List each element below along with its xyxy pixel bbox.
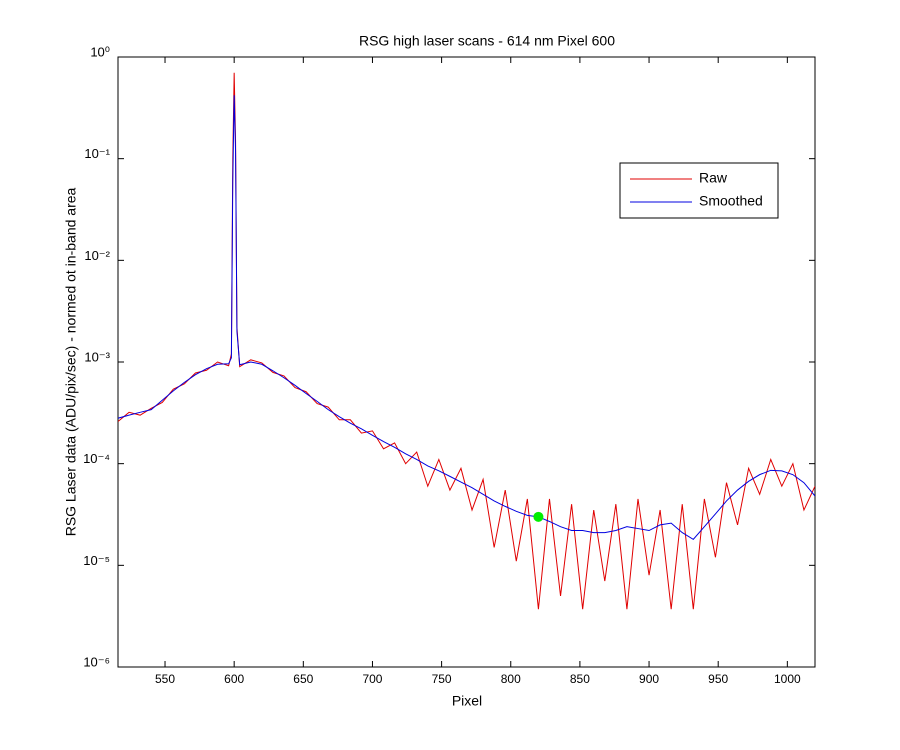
- x-tick-label: 700: [362, 672, 382, 686]
- y-tick-label: 10⁰: [90, 44, 110, 59]
- x-tick-label: 600: [224, 672, 244, 686]
- y-tick-label: 10⁻²: [84, 248, 110, 263]
- x-tick-label: 550: [155, 672, 175, 686]
- series-line: [118, 95, 815, 541]
- legend-label: Raw: [699, 170, 728, 186]
- y-tick-label: 10⁻⁶: [83, 654, 110, 669]
- x-tick-label: 850: [570, 672, 590, 686]
- legend-label: Smoothed: [699, 193, 763, 209]
- x-tick-label: 800: [501, 672, 521, 686]
- x-tick-label: 750: [432, 672, 452, 686]
- x-tick-label: 900: [639, 672, 659, 686]
- x-axis-label: Pixel: [452, 693, 482, 709]
- y-tick-label: 10⁻³: [84, 349, 110, 364]
- y-tick-label: 10⁻¹: [84, 146, 110, 161]
- y-axis-label: RSG Laser data (ADU/pix/sec) - normed ot…: [63, 187, 79, 536]
- highlight-point: [533, 511, 544, 522]
- y-tick-label: 10⁻⁴: [83, 451, 110, 466]
- legend-box: [619, 162, 779, 219]
- x-tick-label: 950: [708, 672, 728, 686]
- chart-title: RSG high laser scans - 614 nm Pixel 600: [359, 33, 615, 49]
- y-tick-label: 10⁻⁵: [83, 553, 110, 568]
- x-tick-label: 1000: [774, 672, 801, 686]
- x-tick-label: 650: [293, 672, 313, 686]
